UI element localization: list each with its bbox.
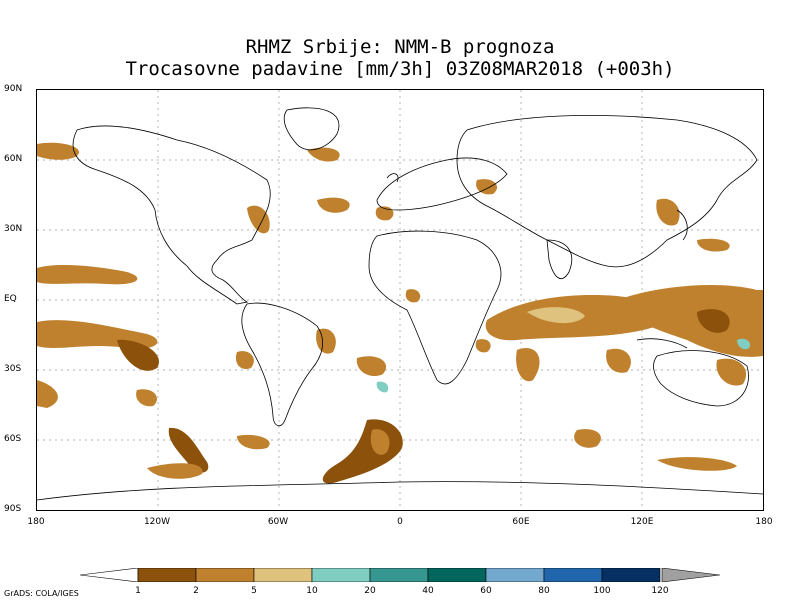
colorbar-cell (195, 568, 255, 582)
lat-label: 60S (4, 434, 22, 444)
colorbar-cell (485, 568, 545, 582)
colorbar-cell (137, 568, 197, 582)
colorbar-under-triangle (80, 568, 139, 582)
lon-label: 120W (143, 517, 171, 527)
precipitation-areas (37, 142, 763, 484)
colorbar-tick-label: 60 (480, 586, 492, 596)
colorbar-tick-label: 10 (306, 586, 318, 596)
colorbar-tick-label: 5 (251, 586, 257, 596)
colorbar-tick-label: 80 (538, 586, 550, 596)
lon-label: 120E (630, 517, 654, 527)
colorbar-cell (601, 568, 661, 582)
colorbar-cell (369, 568, 429, 582)
lat-label: EQ (4, 294, 17, 304)
colorbar-cell (311, 568, 371, 582)
map-canvas (37, 90, 763, 510)
colorbar (80, 568, 720, 582)
colorbar-cell (427, 568, 487, 582)
colorbar-tick-label: 20 (364, 586, 376, 596)
coastlines (37, 107, 763, 501)
colorbar-tick-label: 1 (135, 586, 141, 596)
lon-label: 180 (755, 517, 773, 527)
colorbar-cell (253, 568, 313, 582)
colorbar-cell (543, 568, 603, 582)
lat-label: 60N (4, 154, 23, 164)
map-title: RHMZ Srbije: NMM-B prognoza (245, 36, 555, 58)
colorbar-over-triangle (661, 568, 720, 582)
lat-label: 90N (4, 84, 23, 94)
lat-label: 30S (4, 364, 22, 374)
lon-label: 60W (267, 517, 289, 527)
colorbar-cells (137, 568, 661, 582)
lat-label: 30N (4, 224, 23, 234)
colorbar-tick-label: 100 (593, 586, 611, 596)
colorbar-tick-label: 2 (193, 586, 199, 596)
precipitation-map (36, 89, 764, 511)
colorbar-tick-label: 40 (422, 586, 434, 596)
colorbar-tick-label: 120 (651, 586, 669, 596)
lon-label: 0 (397, 517, 403, 527)
map-subtitle: Trocasovne padavine [mm/3h] 03Z08MAR2018… (125, 58, 675, 80)
lat-label: 90S (4, 504, 22, 514)
credit-text: GrADS: COLA/IGES (4, 589, 79, 598)
lon-label: 180 (27, 517, 45, 527)
lon-label: 60E (512, 517, 530, 527)
